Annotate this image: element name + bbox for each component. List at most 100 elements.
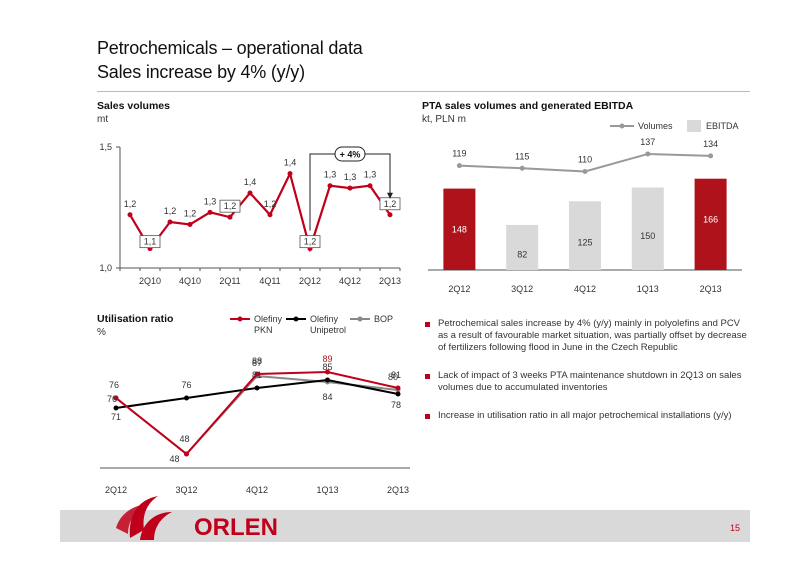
ebitda-value-label: 82 [517, 249, 527, 259]
data-label: 1,4 [284, 158, 297, 168]
ebitda-bar [506, 224, 539, 270]
utilisation-value-label: 85 [322, 362, 332, 372]
sales-volumes-line [129, 170, 391, 253]
utilisation-value-label: 48 [179, 434, 189, 444]
sales-volumes-chart: 1,0 1,5 2Q10 4Q10 2Q11 4Q11 2Q12 4Q12 2Q13 1,2 1,1… [99, 142, 401, 286]
data-label-box [219, 199, 241, 213]
data-label: 1,4 [244, 177, 257, 187]
x-tick-label: 2Q10 [139, 276, 161, 286]
ebitda-bar [569, 201, 601, 270]
volumes-point [456, 163, 462, 169]
legend-label: PKN [254, 325, 273, 335]
volumes-value-label: 110 [578, 155, 592, 165]
utilisation-value-label: 81 [391, 370, 401, 380]
legend-label: Unipetrol [310, 325, 346, 335]
y-tick-label: 1,5 [99, 142, 112, 152]
data-point [227, 214, 233, 220]
data-point [327, 183, 333, 189]
growth-arrowhead [387, 192, 393, 199]
legend-label: EBITDA [706, 121, 739, 131]
commentary-bullets: Petrochemical sales increase by 4% (y/y)… [425, 318, 750, 438]
data-label-box [299, 235, 321, 249]
utilisation-point [184, 395, 189, 401]
data-point [247, 190, 253, 196]
data-point [387, 212, 393, 218]
data-point [207, 209, 213, 215]
ebitda-value-label: 166 [703, 215, 718, 225]
legend-label: Olefiny [310, 314, 339, 324]
data-point [187, 221, 193, 227]
x-tick-label: 4Q12 [339, 276, 361, 286]
x-tick-label: 1Q13 [316, 485, 338, 495]
legend-label: Volumes [638, 121, 673, 131]
ebitda-bar [443, 188, 476, 270]
page-number: 15 [729, 523, 740, 533]
ebitda-value-label: 148 [452, 225, 467, 235]
data-label: 1,3 [324, 170, 337, 180]
ebitda-value-label: 125 [577, 238, 592, 248]
x-tick-label: 2Q13 [387, 485, 409, 495]
y-tick-label: 1,0 [99, 263, 112, 273]
volumes-value-label: 137 [640, 137, 655, 147]
legend-label: BOP [374, 314, 393, 324]
data-point [367, 183, 373, 189]
x-tick-label: 3Q12 [511, 284, 533, 294]
x-tick-label: 4Q10 [179, 276, 201, 286]
data-label: 1,2 [124, 199, 137, 209]
pta-chart-unit: kt, PLN m [422, 114, 466, 125]
pta-chart-title: PTA sales volumes and generated EBITDA [422, 100, 634, 112]
volumes-point [645, 151, 651, 157]
volumes-value-label: 115 [515, 151, 529, 161]
bullet-item: Lack of impact of 3 weeks PTA maintenanc… [425, 370, 750, 394]
data-point [287, 171, 293, 177]
utilisation-value-label: 76 [107, 394, 117, 404]
utilisation-point [325, 377, 330, 383]
data-label: 1,2 [224, 201, 237, 211]
x-tick-label: 2Q11 [219, 276, 240, 286]
ebitda-bar [694, 178, 727, 270]
x-tick-label: 2Q12 [105, 485, 127, 495]
footer-bar: 15 [60, 510, 750, 542]
sales-volumes-unit: mt [97, 114, 109, 125]
legend-marker [237, 316, 243, 322]
data-label: 1,1 [144, 237, 157, 247]
ebitda-value-label: 150 [640, 231, 655, 241]
pta-chart: Volumes EBITDA 148 2Q12 82 3Q12 125 4Q12 150 1Q13… [428, 120, 742, 294]
legend-marker [357, 316, 363, 322]
data-label: 1,3 [204, 196, 217, 206]
utilisation-value-label: 80 [388, 372, 398, 382]
utilisation-point [395, 391, 401, 397]
utilisation-title: Utilisation ratio [97, 313, 174, 325]
orlen-eagle-icon [116, 496, 172, 540]
orlen-logo: ORLEN [116, 496, 278, 541]
legend-volumes-marker [619, 123, 625, 129]
utilisation-value-label: 78 [391, 400, 401, 410]
x-tick-label: 2Q13 [379, 276, 401, 286]
utilisation-value-label: 76 [181, 380, 191, 390]
utilisation-point [113, 395, 119, 401]
volumes-value-label: 119 [452, 149, 466, 159]
data-point [347, 185, 353, 191]
ebitda-bar [631, 187, 664, 270]
data-point [267, 212, 273, 218]
data-label: 1,2 [384, 199, 397, 209]
utilisation-point [325, 369, 330, 375]
utilisation-value-label: 89 [322, 354, 332, 364]
utilisation-point [184, 451, 189, 457]
data-label: 1,2 [264, 199, 277, 209]
x-tick-label: 2Q13 [700, 284, 722, 294]
page-title: Petrochemicals – operational data [97, 38, 363, 58]
x-tick-label: 3Q12 [175, 485, 197, 495]
orlen-wordmark: ORLEN [194, 514, 278, 541]
data-label-box [139, 235, 161, 249]
utilisation-unit: % [97, 327, 106, 338]
bullet-item: Petrochemical sales increase by 4% (y/y)… [425, 318, 750, 354]
utilisation-value-label: 88 [252, 356, 262, 366]
utilisation-value-label: 81 [252, 370, 262, 380]
data-label: 1,3 [364, 170, 377, 180]
legend-marker [293, 316, 299, 322]
volumes-value-label: 134 [703, 139, 718, 149]
volumes-point [708, 153, 714, 159]
volumes-point [519, 165, 525, 171]
